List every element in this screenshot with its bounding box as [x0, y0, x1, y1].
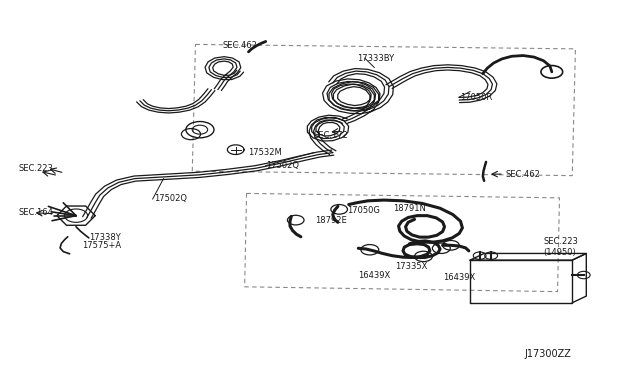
Text: J17300ZZ: J17300ZZ	[524, 349, 572, 359]
Text: 17338Y: 17338Y	[89, 232, 120, 242]
Text: 16439X: 16439X	[358, 271, 390, 280]
Text: 17575+A: 17575+A	[82, 241, 121, 250]
Text: SEC.164: SEC.164	[19, 208, 54, 217]
Text: 17335X: 17335X	[396, 262, 428, 271]
Text: 17502Q: 17502Q	[266, 161, 299, 170]
Text: 17333BY: 17333BY	[357, 54, 394, 62]
Text: 17050R: 17050R	[461, 93, 493, 102]
Text: SEC.462: SEC.462	[505, 170, 540, 179]
Text: SEC.223
(14950): SEC.223 (14950)	[543, 237, 579, 257]
Text: 17532M: 17532M	[248, 148, 282, 157]
Text: SEC.462: SEC.462	[223, 41, 258, 51]
Text: 18791N: 18791N	[393, 205, 426, 214]
Text: SEC.223: SEC.223	[19, 164, 54, 173]
Text: 16439X: 16439X	[444, 273, 476, 282]
Text: 18792E: 18792E	[316, 217, 348, 225]
Text: 17050G: 17050G	[348, 206, 380, 215]
Text: SEC.172: SEC.172	[314, 131, 349, 141]
Text: 17502Q: 17502Q	[154, 195, 187, 203]
